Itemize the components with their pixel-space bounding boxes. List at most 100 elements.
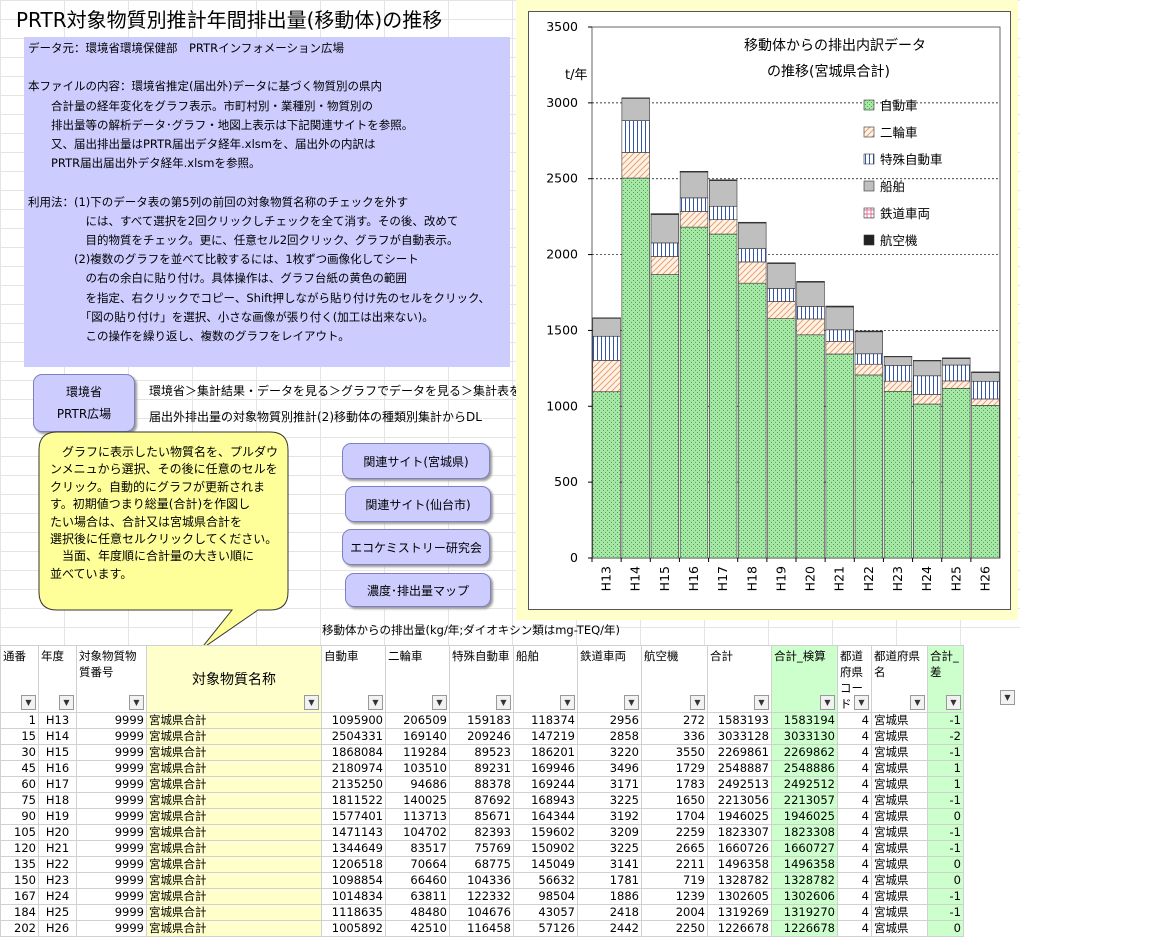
table-cell[interactable]: 145049 [513,856,578,873]
table-cell[interactable]: 164344 [513,808,578,825]
filter-dropdown-icon[interactable]: ▼ [854,695,869,710]
table-cell[interactable]: 1328782 [771,872,838,889]
table-cell[interactable]: 4 [837,840,872,857]
filter-dropdown-icon[interactable]: ▼ [368,695,383,710]
table-cell[interactable]: 1946025 [707,808,772,825]
filter-dropdown-icon[interactable]: ▼ [496,695,511,710]
table-cell[interactable]: 4 [837,808,872,825]
table-cell[interactable]: 1344649 [321,840,386,857]
table-cell[interactable]: 4 [837,792,872,809]
table-cell[interactable]: 1583193 [707,712,772,729]
table-cell[interactable]: 4 [837,776,872,793]
table-cell[interactable]: 1302606 [771,888,838,905]
table-cell[interactable]: 184 [0,904,39,921]
table-cell[interactable]: 209246 [449,728,514,745]
table-cell[interactable]: 120 [0,840,39,857]
table-cell[interactable]: 1868084 [321,744,386,761]
table-cell[interactable]: 宮城県合計 [146,776,322,793]
table-cell[interactable]: 2548886 [771,760,838,777]
table-cell[interactable]: 9999 [76,840,147,857]
table-cell[interactable]: 57126 [513,920,578,937]
table-cell[interactable]: 9999 [76,728,147,745]
table-cell[interactable]: H15 [38,744,77,761]
table-cell[interactable]: 宮城県合計 [146,920,322,937]
table-cell[interactable]: 宮城県 [871,840,928,857]
table-cell[interactable]: 0 [927,920,964,937]
table-cell[interactable]: 45 [0,760,39,777]
table-cell[interactable]: 56632 [513,872,578,889]
table-cell[interactable]: 202 [0,920,39,937]
table-cell[interactable]: 1811522 [321,792,386,809]
table-cell[interactable]: H19 [38,808,77,825]
table-cell[interactable]: 2259 [641,824,708,841]
table-cell[interactable]: H16 [38,760,77,777]
table-cell[interactable]: 3171 [577,776,642,793]
table-cell[interactable]: 3033130 [771,728,838,745]
table-cell[interactable]: 150 [0,872,39,889]
table-cell[interactable]: 宮城県合計 [146,824,322,841]
table-cell[interactable]: 68775 [449,856,514,873]
table-cell[interactable]: 150902 [513,840,578,857]
table-cell[interactable]: 0 [927,856,964,873]
table-cell[interactable]: 90 [0,808,39,825]
filter-dropdown-icon[interactable]: ▼ [690,695,705,710]
table-cell[interactable]: 30 [0,744,39,761]
table-cell[interactable]: 1660726 [707,840,772,857]
table-cell[interactable]: 1206518 [321,856,386,873]
table-cell[interactable]: H14 [38,728,77,745]
table-cell[interactable]: 1650 [641,792,708,809]
table-cell[interactable]: 1005892 [321,920,386,937]
filter-dropdown-icon[interactable]: ▼ [59,695,74,710]
table-cell[interactable]: 2269862 [771,744,838,761]
table-cell[interactable]: 2548887 [707,760,772,777]
table-cell[interactable]: 1583194 [771,712,838,729]
table-cell[interactable]: 9999 [76,808,147,825]
table-cell[interactable]: 15 [0,728,39,745]
table-cell[interactable]: 宮城県合計 [146,760,322,777]
table-cell[interactable]: 87692 [449,792,514,809]
filter-dropdown-button[interactable]: ▼ [1000,690,1015,705]
table-cell[interactable]: 宮城県合計 [146,712,322,729]
table-cell[interactable]: 103510 [385,760,450,777]
table-cell[interactable]: 719 [641,872,708,889]
table-cell[interactable]: 1239 [641,888,708,905]
table-cell[interactable]: 3033128 [707,728,772,745]
filter-dropdown-icon[interactable]: ▼ [129,695,144,710]
table-cell[interactable]: 9999 [76,920,147,937]
table-cell[interactable]: 3225 [577,840,642,857]
table-cell[interactable]: H25 [38,904,77,921]
table-cell[interactable]: 4 [837,824,872,841]
table-cell[interactable]: 2213056 [707,792,772,809]
table-cell[interactable]: 宮城県合計 [146,904,322,921]
table-cell[interactable]: 3192 [577,808,642,825]
table-cell[interactable]: 186201 [513,744,578,761]
filter-dropdown-icon[interactable]: ▼ [946,695,961,710]
table-cell[interactable]: 336 [641,728,708,745]
table-cell[interactable]: 1319269 [707,904,772,921]
table-cell[interactable]: 1946025 [771,808,838,825]
table-cell[interactable]: 1 [0,712,39,729]
filter-dropdown-icon[interactable]: ▼ [820,695,835,710]
table-cell[interactable]: 169946 [513,760,578,777]
table-cell[interactable]: 宮城県 [871,888,928,905]
table-cell[interactable]: H24 [38,888,77,905]
filter-dropdown-icon[interactable]: ▼ [624,695,639,710]
table-cell[interactable]: 1098854 [321,872,386,889]
table-cell[interactable]: 宮城県合計 [146,840,322,857]
table-cell[interactable]: 宮城県合計 [146,888,322,905]
table-cell[interactable]: 9999 [76,712,147,729]
table-cell[interactable]: 2956 [577,712,642,729]
table-cell[interactable]: 168943 [513,792,578,809]
table-cell[interactable]: 宮城県 [871,904,928,921]
table-cell[interactable]: 9999 [76,760,147,777]
table-cell[interactable]: 1886 [577,888,642,905]
table-cell[interactable]: 宮城県合計 [146,872,322,889]
table-cell[interactable]: 1783 [641,776,708,793]
table-cell[interactable]: 2492512 [771,776,838,793]
ecochemistry-button[interactable]: エコケミストリー研究会 [342,529,490,565]
table-cell[interactable]: -1 [927,712,964,729]
table-cell[interactable]: 宮城県合計 [146,856,322,873]
table-cell[interactable]: 94686 [385,776,450,793]
filter-dropdown-icon[interactable]: ▼ [21,695,36,710]
table-cell[interactable]: 宮城県 [871,744,928,761]
